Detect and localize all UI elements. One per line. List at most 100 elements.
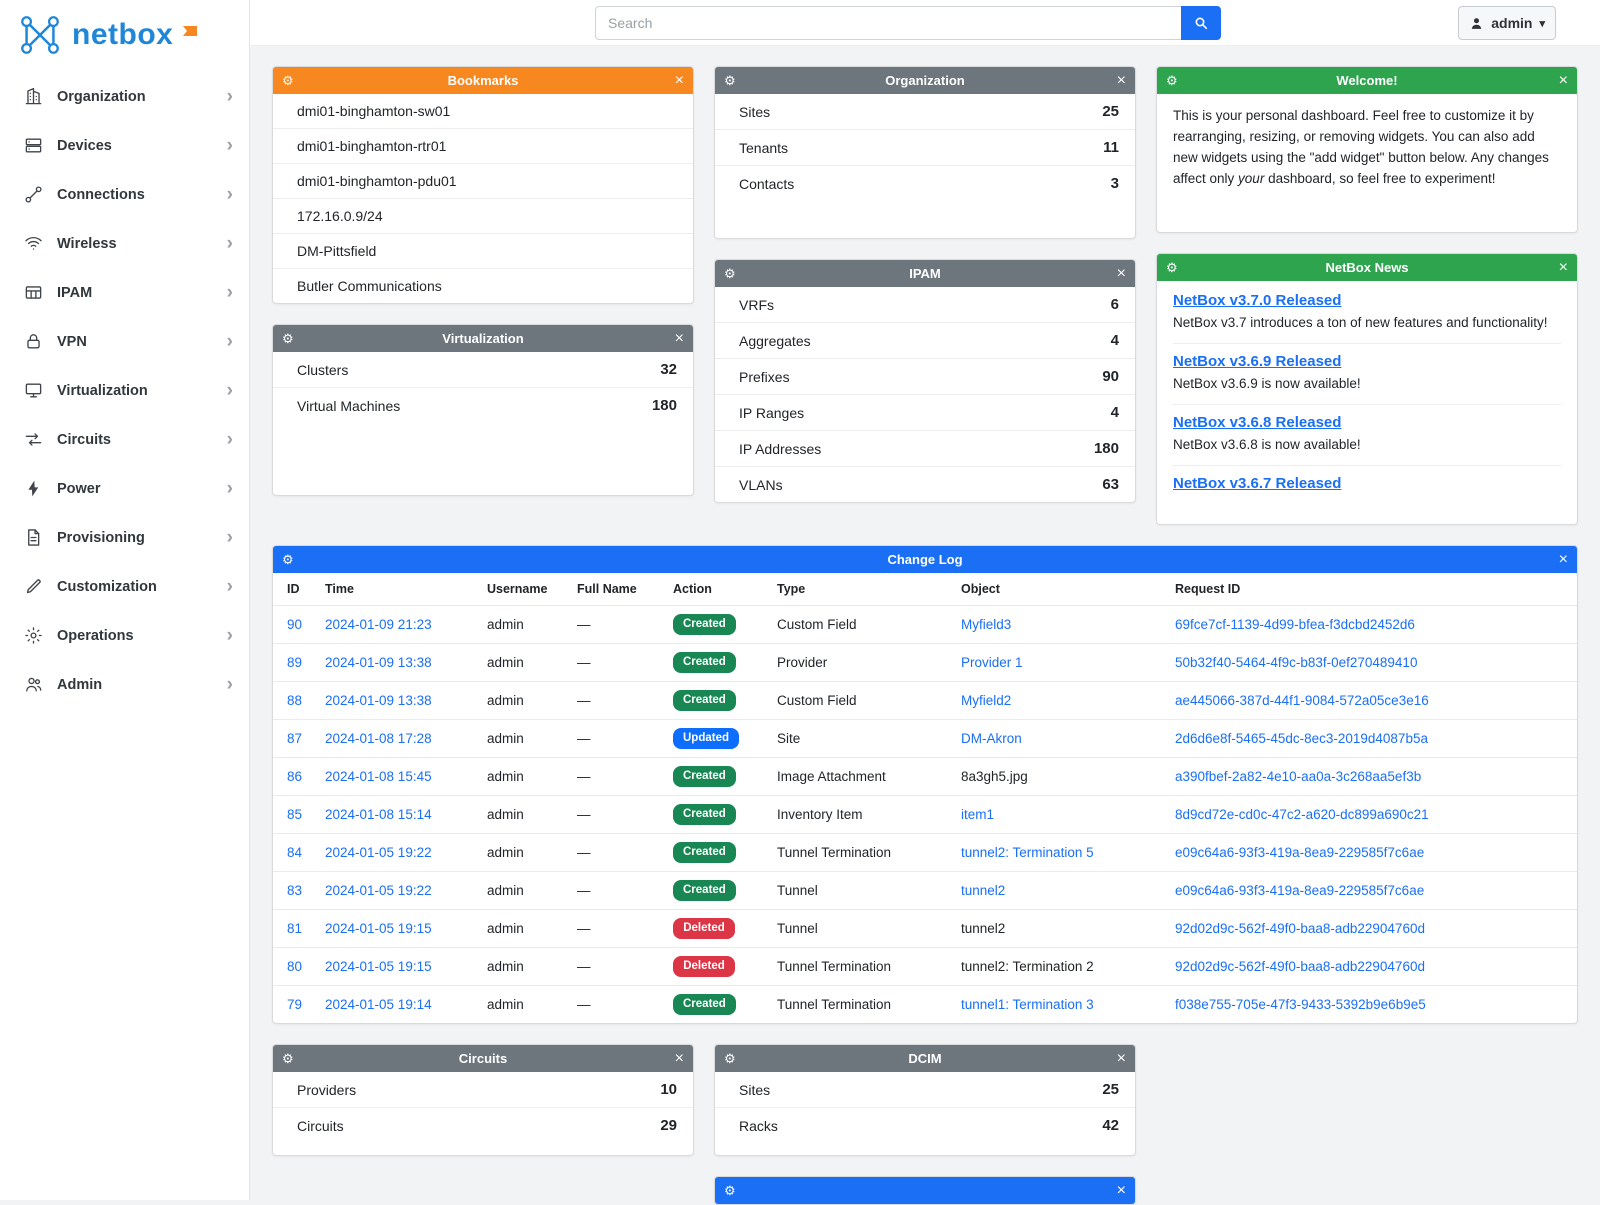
- changelog-request-link[interactable]: a390fbef-2a82-4e10-aa0a-3c268aa5ef3b: [1175, 769, 1422, 784]
- changelog-id-link[interactable]: 90: [287, 617, 303, 632]
- stat-row[interactable]: Contacts 3: [715, 165, 1135, 201]
- widget-close-icon[interactable]: ×: [1558, 258, 1568, 276]
- widget-config-icon[interactable]: ⚙: [1166, 259, 1178, 275]
- changelog-time-link[interactable]: 2024-01-05 19:14: [325, 997, 432, 1012]
- changelog-object-link[interactable]: Myfield2: [961, 693, 1012, 708]
- sidebar-item-virtualization[interactable]: Virtualization ›: [0, 366, 249, 415]
- stat-row[interactable]: Sites 25: [715, 1072, 1135, 1107]
- changelog-object-link[interactable]: DM-Akron: [961, 731, 1022, 746]
- widget-config-icon[interactable]: ⚙: [282, 330, 294, 346]
- widget-config-icon[interactable]: ⚙: [1166, 72, 1178, 88]
- stat-row[interactable]: Clusters 32: [273, 352, 693, 387]
- changelog-id-link[interactable]: 81: [287, 921, 303, 936]
- changelog-request-link[interactable]: e09c64a6-93f3-419a-8ea9-229585f7c6ae: [1175, 845, 1425, 860]
- stat-row[interactable]: Circuits 29: [273, 1107, 693, 1143]
- changelog-object-link[interactable]: tunnel2: [961, 883, 1006, 898]
- changelog-object-link[interactable]: Myfield3: [961, 617, 1012, 632]
- changelog-object-link[interactable]: item1: [961, 807, 995, 822]
- bookmark-item[interactable]: dmi01-binghamton-rtr01: [273, 128, 693, 163]
- stat-row[interactable]: VLANs 63: [715, 466, 1135, 502]
- sidebar-item-wireless[interactable]: Wireless ›: [0, 219, 249, 268]
- changelog-request-link[interactable]: 92d02d9c-562f-49f0-baa8-adb22904760d: [1175, 921, 1425, 936]
- news-headline-link[interactable]: NetBox v3.6.8 Released: [1173, 413, 1342, 431]
- sidebar-item-customization[interactable]: Customization ›: [0, 562, 249, 611]
- changelog-time-link[interactable]: 2024-01-09 21:23: [325, 617, 432, 632]
- widget-close-icon[interactable]: ×: [1116, 1181, 1126, 1199]
- stat-row[interactable]: IP Addresses 180: [715, 430, 1135, 466]
- widget-config-icon[interactable]: ⚙: [724, 265, 736, 281]
- sidebar-item-ipam[interactable]: IPAM ›: [0, 268, 249, 317]
- widget-config-icon[interactable]: ⚙: [282, 72, 294, 88]
- sidebar-item-circuits[interactable]: Circuits ›: [0, 415, 249, 464]
- widget-config-icon[interactable]: ⚙: [282, 1050, 294, 1066]
- changelog-time-link[interactable]: 2024-01-08 15:14: [325, 807, 432, 822]
- sidebar-item-admin[interactable]: Admin ›: [0, 660, 249, 709]
- widget-close-icon[interactable]: ×: [1558, 71, 1568, 89]
- widget-config-icon[interactable]: ⚙: [724, 1182, 736, 1198]
- sidebar-item-operations[interactable]: Operations ›: [0, 611, 249, 660]
- changelog-request-link[interactable]: e09c64a6-93f3-419a-8ea9-229585f7c6ae: [1175, 883, 1425, 898]
- changelog-time-link[interactable]: 2024-01-08 15:45: [325, 769, 432, 784]
- widget-close-icon[interactable]: ×: [1116, 71, 1126, 89]
- changelog-id-link[interactable]: 86: [287, 769, 303, 784]
- stat-row[interactable]: IP Ranges 4: [715, 394, 1135, 430]
- widget-close-icon[interactable]: ×: [1116, 264, 1126, 282]
- changelog-time-link[interactable]: 2024-01-05 19:22: [325, 883, 432, 898]
- search-button[interactable]: [1181, 6, 1221, 40]
- widget-close-icon[interactable]: ×: [1116, 1049, 1126, 1067]
- bookmark-item[interactable]: 172.16.0.9/24: [273, 198, 693, 233]
- news-headline-link[interactable]: NetBox v3.6.9 Released: [1173, 352, 1342, 370]
- widget-config-icon[interactable]: ⚙: [282, 551, 294, 567]
- stat-row[interactable]: Aggregates 4: [715, 322, 1135, 358]
- sidebar-item-organization[interactable]: Organization ›: [0, 72, 249, 121]
- user-menu-button[interactable]: admin ▾: [1458, 6, 1556, 40]
- stat-row[interactable]: Providers 10: [273, 1072, 693, 1107]
- changelog-id-link[interactable]: 85: [287, 807, 303, 822]
- widget-config-icon[interactable]: ⚙: [724, 1050, 736, 1066]
- widget-close-icon[interactable]: ×: [674, 329, 684, 347]
- changelog-id-link[interactable]: 87: [287, 731, 303, 746]
- widget-close-icon[interactable]: ×: [674, 1049, 684, 1067]
- bookmark-item[interactable]: DM-Pittsfield: [273, 233, 693, 268]
- stat-row[interactable]: Prefixes 90: [715, 358, 1135, 394]
- stat-row[interactable]: Tenants 11: [715, 129, 1135, 165]
- changelog-request-link[interactable]: 2d6d6e8f-5465-45dc-8ec3-2019d4087b5a: [1175, 731, 1428, 746]
- sidebar-item-vpn[interactable]: VPN ›: [0, 317, 249, 366]
- changelog-request-link[interactable]: ae445066-387d-44f1-9084-572a05ce3e16: [1175, 693, 1429, 708]
- logo[interactable]: netbox: [0, 0, 249, 72]
- bookmark-item[interactable]: Butler Communications: [273, 268, 693, 303]
- changelog-id-link[interactable]: 88: [287, 693, 303, 708]
- bookmark-item[interactable]: dmi01-binghamton-sw01: [273, 94, 693, 128]
- stat-row[interactable]: VRFs 6: [715, 287, 1135, 322]
- widget-close-icon[interactable]: ×: [674, 71, 684, 89]
- changelog-request-link[interactable]: f038e755-705e-47f3-9433-5392b9e6b9e5: [1175, 997, 1426, 1012]
- sidebar-item-provisioning[interactable]: Provisioning ›: [0, 513, 249, 562]
- changelog-time-link[interactable]: 2024-01-09 13:38: [325, 655, 432, 670]
- changelog-object-link[interactable]: Provider 1: [961, 655, 1023, 670]
- changelog-object-link[interactable]: tunnel1: Termination 3: [961, 997, 1094, 1012]
- changelog-id-link[interactable]: 84: [287, 845, 303, 860]
- changelog-id-link[interactable]: 80: [287, 959, 303, 974]
- sidebar-item-devices[interactable]: Devices ›: [0, 121, 249, 170]
- news-headline-link[interactable]: NetBox v3.7.0 Released: [1173, 292, 1342, 309]
- sidebar-item-connections[interactable]: Connections ›: [0, 170, 249, 219]
- changelog-id-link[interactable]: 83: [287, 883, 303, 898]
- sidebar-item-power[interactable]: Power ›: [0, 464, 249, 513]
- changelog-object-link[interactable]: tunnel2: Termination 5: [961, 845, 1094, 860]
- changelog-request-link[interactable]: 92d02d9c-562f-49f0-baa8-adb22904760d: [1175, 959, 1425, 974]
- changelog-id-link[interactable]: 79: [287, 997, 303, 1012]
- changelog-request-link[interactable]: 8d9cd72e-cd0c-47c2-a620-dc899a690c21: [1175, 807, 1429, 822]
- changelog-id-link[interactable]: 89: [287, 655, 303, 670]
- search-input[interactable]: [595, 6, 1181, 40]
- changelog-time-link[interactable]: 2024-01-09 13:38: [325, 693, 432, 708]
- changelog-time-link[interactable]: 2024-01-08 17:28: [325, 731, 432, 746]
- changelog-time-link[interactable]: 2024-01-05 19:15: [325, 921, 432, 936]
- changelog-request-link[interactable]: 69fce7cf-1139-4d99-bfea-f3dcbd2452d6: [1175, 617, 1415, 632]
- changelog-request-link[interactable]: 50b32f40-5464-4f9c-b83f-0ef270489410: [1175, 655, 1418, 670]
- widget-config-icon[interactable]: ⚙: [724, 72, 736, 88]
- changelog-time-link[interactable]: 2024-01-05 19:22: [325, 845, 432, 860]
- news-headline-link[interactable]: NetBox v3.6.7 Released: [1173, 474, 1342, 492]
- widget-close-icon[interactable]: ×: [1558, 550, 1568, 568]
- stat-row[interactable]: Sites 25: [715, 94, 1135, 129]
- stat-row[interactable]: Virtual Machines 180: [273, 387, 693, 423]
